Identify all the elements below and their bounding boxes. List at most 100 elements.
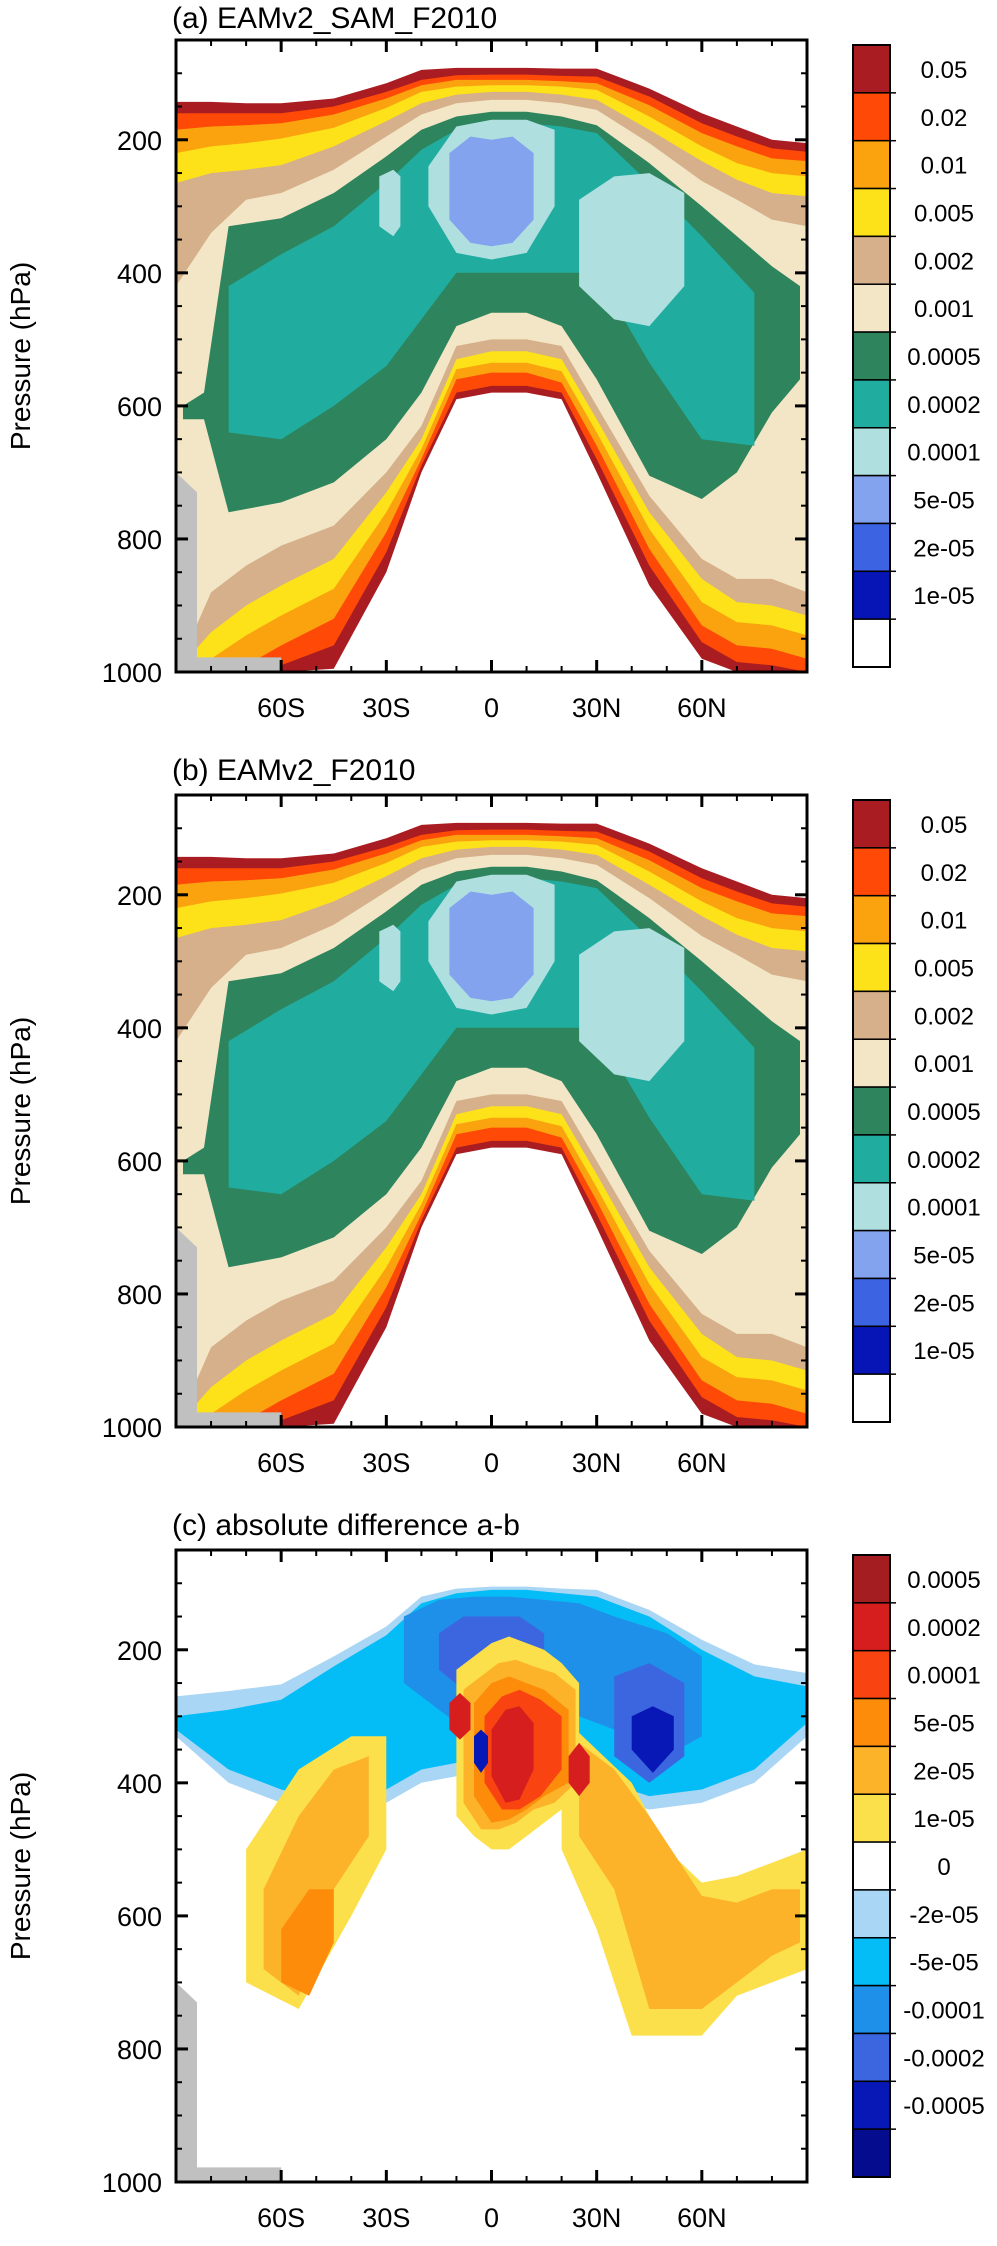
colorbar-swatch [852,283,891,333]
colorbar-swatch [852,522,891,573]
contour-band [631,1706,674,1773]
colorbar-swatch [852,990,891,1040]
colorbar-swatch [852,474,891,525]
colorbar-swatch [852,799,891,849]
panel-3: 200 400 600 800 1000 60S 30S 0 30N 60N (c) absolut… [5,1509,985,2233]
y-tick-label: 200 [117,126,162,156]
colorbar-swatch [852,847,891,897]
x-tick-label: 60S [257,1448,305,1478]
colorbar-swatch [852,331,891,381]
colorbar-label: 0.001 [914,296,974,323]
x-tick-label: 30S [362,1448,410,1478]
colorbar-frame [852,44,891,668]
colorbar-label: 0.002 [914,1003,974,1030]
colorbar-label: 0.0002 [907,1147,980,1174]
y-axis-label: Pressure (hPa) [5,262,36,450]
colorbar-label: 0.05 [921,57,968,84]
colorbar-swatch [852,427,891,477]
colorbar-label: 0.001 [914,1051,974,1078]
x-tick-label: 0 [484,693,499,723]
colorbar-swatch [852,1325,891,1375]
colorbar-label: 0.0001 [907,1663,980,1690]
colorbar-swatch [852,1937,891,1987]
panel-title: (b) EAMv2_F2010 [172,754,415,787]
colorbar: 0.0005 0.0002 0.0001 5e-05 2e-05 1e-05 0 -2e-05… [852,1554,985,2178]
y-tick-label: 400 [117,259,162,289]
colorbar-label: 0.0001 [907,440,980,467]
colorbar-swatch [852,1373,891,1423]
colorbar-label: 0.0005 [907,1567,980,1594]
contour-field [176,795,807,1427]
y-tick-label: 1000 [102,1413,162,1443]
contour-band [449,891,534,1002]
y-axis-label: Pressure (hPa) [5,1017,36,1205]
colorbar-swatch [852,44,891,94]
y-tick-label: 400 [117,1769,162,1799]
colorbar-label: 0 [937,1854,950,1881]
colorbar-label: 1e-05 [913,1806,974,1833]
contour-band [579,1742,800,2009]
x-tick-label: 30N [572,1448,622,1478]
terrain-mask [176,1227,282,1427]
x-tick-label: 0 [484,2203,499,2233]
y-tick-label: 200 [117,881,162,911]
colorbar-label: 0.02 [921,860,968,887]
colorbar-swatch [852,1086,891,1136]
y-tick-label: 1000 [102,2168,162,2198]
colorbar-swatch [852,942,891,993]
colorbar-swatch [852,2032,891,2083]
panel-title: (a) EAMv2_SAM_F2010 [172,2,497,35]
panel-1: 200 400 600 800 1000 60S 30S 0 30N 60N (a) EAMv2_S… [5,2,981,723]
y-axis-label: Pressure (hPa) [5,1772,36,1960]
colorbar-swatch [852,1793,891,1843]
colorbar-swatch [852,1182,891,1232]
contour-field [176,1550,807,2182]
x-tick-label: 60N [677,1448,727,1478]
colorbar-swatch [852,1602,891,1652]
contour-band [568,1742,590,1797]
colorbar-swatch [852,2128,891,2178]
colorbar-swatch [852,2080,891,2130]
x-tick-label: 30N [572,693,622,723]
colorbar-swatch [852,1038,891,1088]
colorbar-swatch [852,92,891,142]
colorbar-swatch [852,1745,891,1795]
colorbar-swatch [852,1984,891,2035]
x-tick-label: 30S [362,693,410,723]
colorbar-label: -0.0001 [903,1998,984,2025]
colorbar-swatch [852,1649,891,1700]
colorbar-label: 0.0005 [907,344,980,371]
panel-2: 200 400 600 800 1000 60S 30S 0 30N 60N (b) EAMv2_F… [5,754,981,1478]
colorbar-label: 0.01 [921,153,968,180]
y-tick-label: 200 [117,1636,162,1666]
contour-band [281,1889,334,1996]
y-tick-label: 600 [117,1147,162,1177]
contour-band [449,1693,471,1740]
colorbar-swatch [852,1697,891,1748]
colorbar-swatch [852,1277,891,1328]
y-tick-label: 800 [117,2035,162,2065]
contour-band [579,928,685,1082]
colorbar-swatch [852,1889,891,1939]
x-tick-label: 60N [677,693,727,723]
y-tick-label: 400 [117,1014,162,1044]
x-tick-label: 0 [484,1448,499,1478]
contour-band [379,924,401,992]
colorbar-label: 5e-05 [913,1243,974,1270]
colorbar-swatch [852,187,891,238]
terrain-mask [176,472,282,672]
colorbar-label: -0.0005 [903,2093,984,2120]
colorbar-swatch [852,1841,891,1891]
colorbar-label: 0.0002 [907,392,980,419]
contour-band [491,1706,534,1803]
x-tick-label: 30N [572,2203,622,2233]
y-tick-label: 800 [117,1280,162,1310]
panel-title: (c) absolute difference a-b [172,1509,520,1542]
colorbar-label: 0.005 [914,200,974,227]
colorbar-frame [852,799,891,1423]
x-tick-label: 30S [362,2203,410,2233]
colorbar-swatch [852,1134,891,1184]
colorbar-label: 0.005 [914,955,974,982]
colorbar-label: 0.01 [921,908,968,935]
colorbar: 0.05 0.02 0.01 0.005 0.002 0.001 0.0005 0.0002 0… [852,44,981,668]
